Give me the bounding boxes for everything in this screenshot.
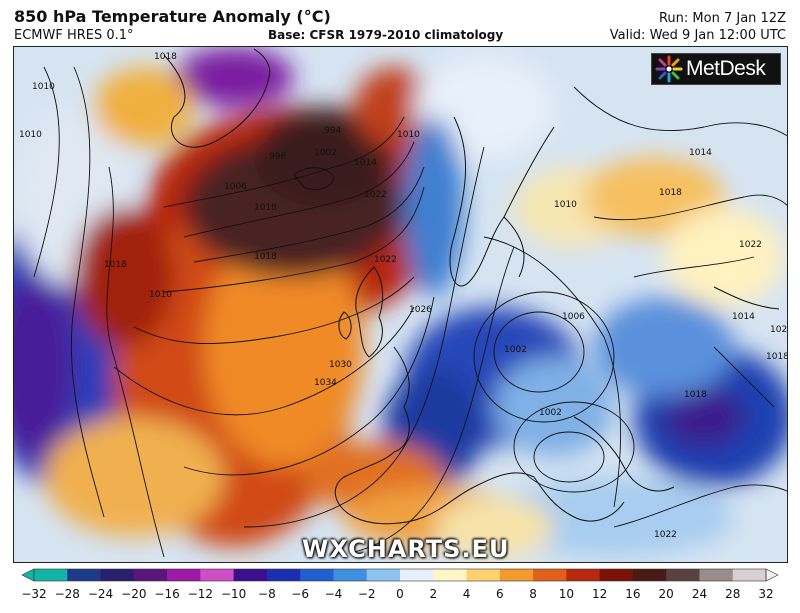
colorbar-segment	[366, 569, 401, 581]
colorbar-tick-label: −4	[324, 587, 343, 601]
colorbar-segment	[200, 569, 235, 581]
isobar-label: 1022	[374, 255, 397, 265]
isobar-label: 1010	[19, 130, 42, 140]
isobar-label: 1018	[659, 188, 682, 198]
colorbar-segment	[732, 569, 767, 581]
colorbar-segment	[599, 569, 634, 581]
isobar-label: 998	[269, 152, 286, 162]
isobar-label: 1014	[689, 148, 712, 158]
isobar-label: 1006	[224, 182, 247, 192]
model-label: ECMWF HRES 0.1°	[14, 28, 134, 43]
colorbar-segment	[233, 569, 268, 581]
chart-title: 850 hPa Temperature Anomaly (°C)	[14, 7, 331, 26]
colorbar-segment	[666, 569, 700, 581]
colorbar-tick-label: −24	[87, 587, 114, 601]
colorbar-tick-label: 24	[691, 587, 708, 601]
colorbar-tick-label: −10	[220, 587, 247, 601]
valid-time-label: Valid: Wed 9 Jan 12:00 UTC	[609, 28, 786, 43]
isobar-label: 1002	[504, 345, 527, 355]
metdesk-logo: MetDesk	[651, 53, 781, 85]
colorbar-tick-label: 20	[658, 587, 674, 601]
isobar-labels: 1018 1010 1010 994 998 1002 1006 1018 10…	[19, 52, 788, 540]
isobar-label: 1026	[409, 305, 432, 315]
chart-header: 850 hPa Temperature Anomaly (°C) ECMWF H…	[0, 0, 800, 46]
isobar-label: 1010	[32, 82, 55, 92]
watermark: WXCHARTS.EU	[302, 535, 510, 563]
colorbar-segment	[34, 569, 68, 581]
isobar-label: 1034	[314, 378, 337, 388]
isobar-label: 1002	[314, 148, 337, 158]
isobar-label: 1006	[562, 312, 585, 322]
isobar-label: 1022	[739, 240, 762, 250]
isobar-label: 1022	[654, 530, 677, 540]
colorbar-tick-label: −20	[121, 587, 147, 601]
colorbar-tick-label: −12	[187, 587, 214, 601]
colorbar-segment	[433, 569, 468, 581]
colorbar-tick-label: −8	[258, 587, 276, 601]
colorbar-segment	[266, 569, 301, 581]
colorbar-segment	[632, 569, 667, 581]
colorbar-tick-label: 8	[529, 587, 537, 601]
colorbar-tick-label: 2	[429, 587, 438, 601]
isobar-lines	[33, 66, 787, 558]
isobar-label: 1014	[732, 312, 755, 322]
metdesk-logo-icon	[655, 55, 683, 83]
colorbar-tick-label: 16	[625, 587, 641, 601]
colorbar-min-arrow	[21, 568, 35, 582]
colorbar-segment	[400, 569, 434, 581]
colorbar-segment	[100, 569, 135, 581]
colorbar-segment	[167, 569, 201, 581]
isobar-label: 1022	[770, 325, 788, 335]
isobar-label: 1018	[254, 203, 277, 213]
map-canvas: 1018 1010 1010 994 998 1002 1006 1018 10…	[14, 47, 788, 562]
colorbar-segment	[533, 569, 567, 581]
colorbar-segment	[300, 569, 334, 581]
colorbar-outline	[33, 568, 767, 582]
colorbar-tick-label: 28	[725, 587, 741, 601]
isobar-label: 1018	[104, 260, 127, 270]
isobar-label: 1010	[149, 290, 172, 300]
colorbar-tick-label: −32	[21, 587, 47, 601]
colorbar-segment	[67, 569, 102, 581]
isobar-label: 1018	[254, 252, 277, 262]
colorbar-tick-label: 12	[591, 587, 608, 601]
colorbar-tick-label: 4	[462, 587, 471, 601]
colorbar-ticks: −32 −28 −24 −20 −16 −12 −10 −8 −6 −4 −2 0 2 4 6 8 10 12 16…	[20, 587, 780, 607]
isobar-label: 1018	[766, 352, 788, 362]
colorbar-max-arrow	[765, 568, 779, 582]
base-climatology-label: Base: CFSR 1979-2010 climatology	[268, 28, 504, 42]
colorbar-tick-label: −2	[357, 587, 376, 601]
colorbar-tick-label: 10	[558, 587, 574, 601]
colorbar-tick-label: 6	[495, 587, 504, 601]
isobar-label: 1014	[354, 158, 377, 168]
anomaly-map[interactable]: 1018 1010 1010 994 998 1002 1006 1018 10…	[13, 46, 788, 563]
colorbar-tick-label: −6	[291, 587, 310, 601]
isobar-label: 1022	[364, 190, 387, 200]
colorbar-tick-label: −28	[54, 587, 80, 601]
isobar-label: 1018	[684, 390, 707, 400]
run-time-label: Run: Mon 7 Jan 12Z	[658, 11, 786, 26]
colorbar-segment	[499, 569, 534, 581]
colorbar-strip	[21, 568, 779, 582]
colorbar-segment	[133, 569, 168, 581]
isobar-label: 1010	[397, 130, 420, 140]
colorbar: −32 −28 −24 −20 −16 −12 −10 −8 −6 −4 −2 0 2 4 6 8 10 12 16…	[20, 567, 780, 613]
isobar-label: 1002	[539, 408, 562, 418]
isobar-label: 1018	[154, 52, 177, 62]
colorbar-tick-label: 0	[396, 587, 404, 601]
colorbar-segment	[333, 569, 368, 581]
colorbar-segment	[466, 569, 501, 581]
colorbar-segment	[699, 569, 734, 581]
logo-text: MetDesk	[686, 57, 766, 80]
isobar-label: 1010	[554, 200, 577, 210]
colorbar-segment	[566, 569, 601, 581]
colorbar-tick-label: −16	[154, 587, 180, 601]
isobar-label: 1030	[329, 360, 352, 370]
coastlines	[163, 48, 780, 525]
isobar-label: 994	[324, 126, 341, 136]
colorbar-tick-label: 32	[758, 587, 774, 601]
